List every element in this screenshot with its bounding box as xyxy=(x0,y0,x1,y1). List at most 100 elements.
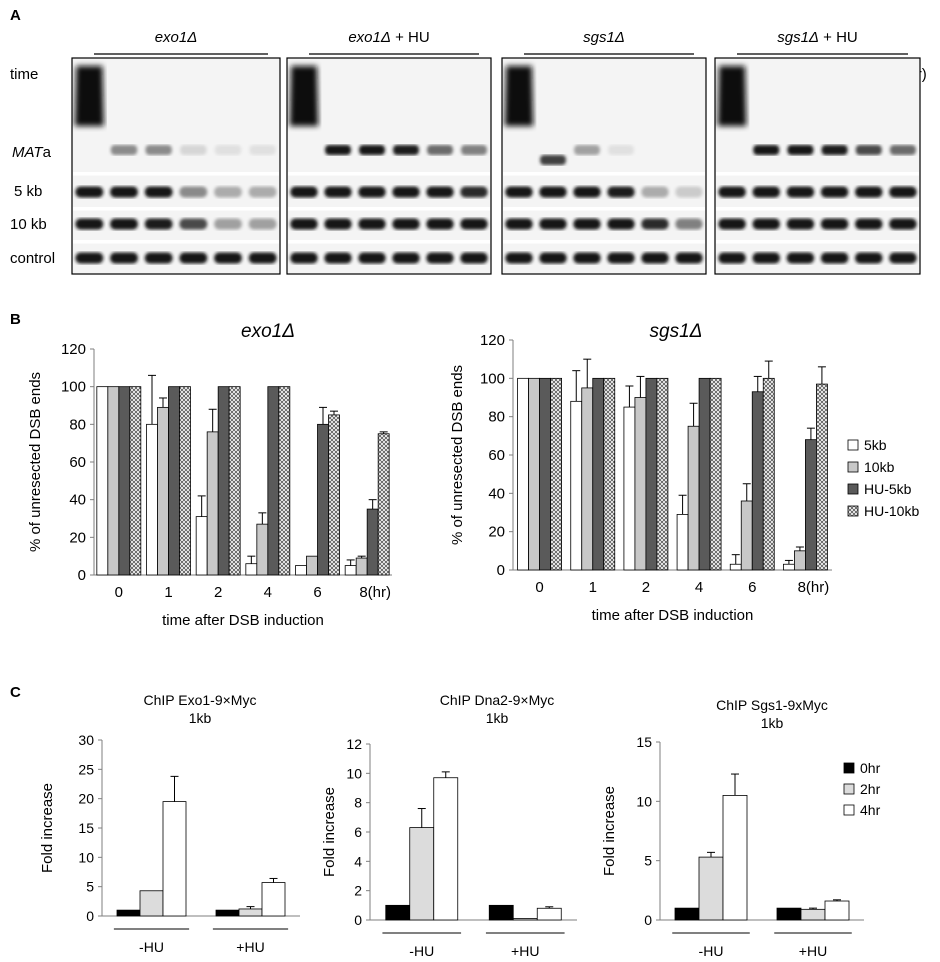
blot-band xyxy=(820,252,849,264)
blot-band xyxy=(889,186,917,198)
blot-band-mat xyxy=(889,145,916,155)
blot-row-separator xyxy=(73,207,279,211)
blot-band xyxy=(324,252,352,264)
y-tick-label: 4 xyxy=(354,853,362,869)
bar xyxy=(687,425,700,571)
blot-band xyxy=(460,218,488,230)
blot-panel: exo1Δ012468exo1Δ + HU012468sgs1Δ012468sg… xyxy=(10,29,927,275)
bar xyxy=(278,386,291,576)
chart-sgs1-resection: 0 20 40 60 80 100 120 % of unresected DSB ends 0… xyxy=(449,321,832,624)
blot-band xyxy=(248,218,277,230)
bar xyxy=(550,377,562,571)
y-tick-label: 15 xyxy=(636,734,652,750)
blot-band xyxy=(75,186,104,198)
blot-band-mat xyxy=(753,145,780,155)
legend-swatch xyxy=(843,762,855,774)
y-tick-label: 100 xyxy=(61,379,86,396)
chart-exo1-resection: 0 20 40 60 80 100 120 % of unresected DSB ends 0… xyxy=(27,321,392,629)
bar xyxy=(118,386,131,576)
legend-swatch xyxy=(847,439,859,451)
blot-band xyxy=(144,252,173,264)
blot-band xyxy=(641,218,669,230)
blot-band xyxy=(110,218,138,230)
chart-subtitle: 1kb xyxy=(761,715,784,731)
bar xyxy=(592,377,605,571)
y-tick-label: 0 xyxy=(644,912,652,928)
blot-band xyxy=(392,218,420,230)
blot-band xyxy=(855,186,883,198)
blot-band-mat xyxy=(249,145,276,155)
blot-band xyxy=(752,252,780,264)
legend-swatch xyxy=(847,461,859,473)
bar xyxy=(729,563,742,571)
bar xyxy=(623,406,636,571)
y-tick-label: 100 xyxy=(480,370,505,387)
blot-band xyxy=(426,186,454,198)
bar xyxy=(217,386,230,576)
legend-swatch xyxy=(843,783,855,795)
blot-band-mat-smear xyxy=(504,66,534,126)
blot-band xyxy=(426,218,454,230)
bar xyxy=(634,397,647,571)
blot-band xyxy=(460,186,488,198)
bar xyxy=(698,377,711,571)
bar xyxy=(317,423,329,576)
y-tick-label: 30 xyxy=(78,732,94,748)
bar xyxy=(206,431,219,576)
bar xyxy=(116,909,141,917)
blot-band-mat xyxy=(821,145,848,155)
blot-band xyxy=(675,218,703,230)
bar xyxy=(645,377,658,571)
bar xyxy=(295,565,307,576)
blot-row-separator xyxy=(716,172,919,176)
bar xyxy=(674,907,700,921)
blot-band xyxy=(718,252,746,264)
bar xyxy=(366,508,379,576)
bar xyxy=(228,386,241,576)
bar xyxy=(157,406,169,576)
bar xyxy=(215,909,240,917)
x-tick-label: 0 xyxy=(535,579,543,596)
blot-time-title: time xyxy=(10,66,38,83)
bar xyxy=(179,386,191,576)
blot-band xyxy=(855,252,883,264)
x-tick-label: +HU xyxy=(236,939,264,955)
x-tick-label: -HU xyxy=(139,939,164,955)
blot-band xyxy=(539,218,567,230)
chart-title: exo1Δ xyxy=(241,321,295,342)
blot-band-mat xyxy=(427,145,453,155)
y-tick-label: 5 xyxy=(644,853,652,869)
bar xyxy=(256,523,269,576)
blot-band xyxy=(505,252,533,264)
bar xyxy=(776,907,802,921)
chart-chip-exo1: 0 5 10 15 20 25 30 Fold increase -HU +HU ChIP Exo1… xyxy=(39,692,300,955)
y-tick-label: 20 xyxy=(78,791,94,807)
bar xyxy=(656,377,669,571)
blot-band xyxy=(505,218,533,230)
blot-band xyxy=(248,186,277,198)
blot-band xyxy=(358,218,386,230)
chart-chip-dna2: 0 2 4 6 8 10 12 Fold increase -HU +HU ChIP Dna2-9×… xyxy=(321,692,577,959)
bar xyxy=(238,908,263,917)
bar xyxy=(676,514,689,571)
bar xyxy=(261,882,286,917)
legend-resection: 5kb 10kb HU-5kb HU-10kb xyxy=(847,437,919,519)
blot-band-mat xyxy=(608,145,634,155)
blot-box xyxy=(71,57,281,275)
blot-band-mat xyxy=(574,145,600,155)
blot-band xyxy=(324,186,352,198)
bar xyxy=(377,433,390,576)
x-tick-label: -HU xyxy=(409,943,434,959)
blot-band xyxy=(75,252,104,264)
blot-group-label: sgs1Δ xyxy=(583,29,625,46)
y-tick-label: 60 xyxy=(488,447,505,464)
legend-swatch xyxy=(847,483,859,495)
y-tick-label: 80 xyxy=(488,409,505,426)
bar xyxy=(267,386,280,576)
y-axis-label: Fold increase xyxy=(601,786,618,876)
bar xyxy=(517,377,529,571)
bar xyxy=(409,827,435,921)
y-tick-label: 6 xyxy=(354,824,362,840)
bar xyxy=(581,387,594,571)
blot-band xyxy=(179,218,208,230)
